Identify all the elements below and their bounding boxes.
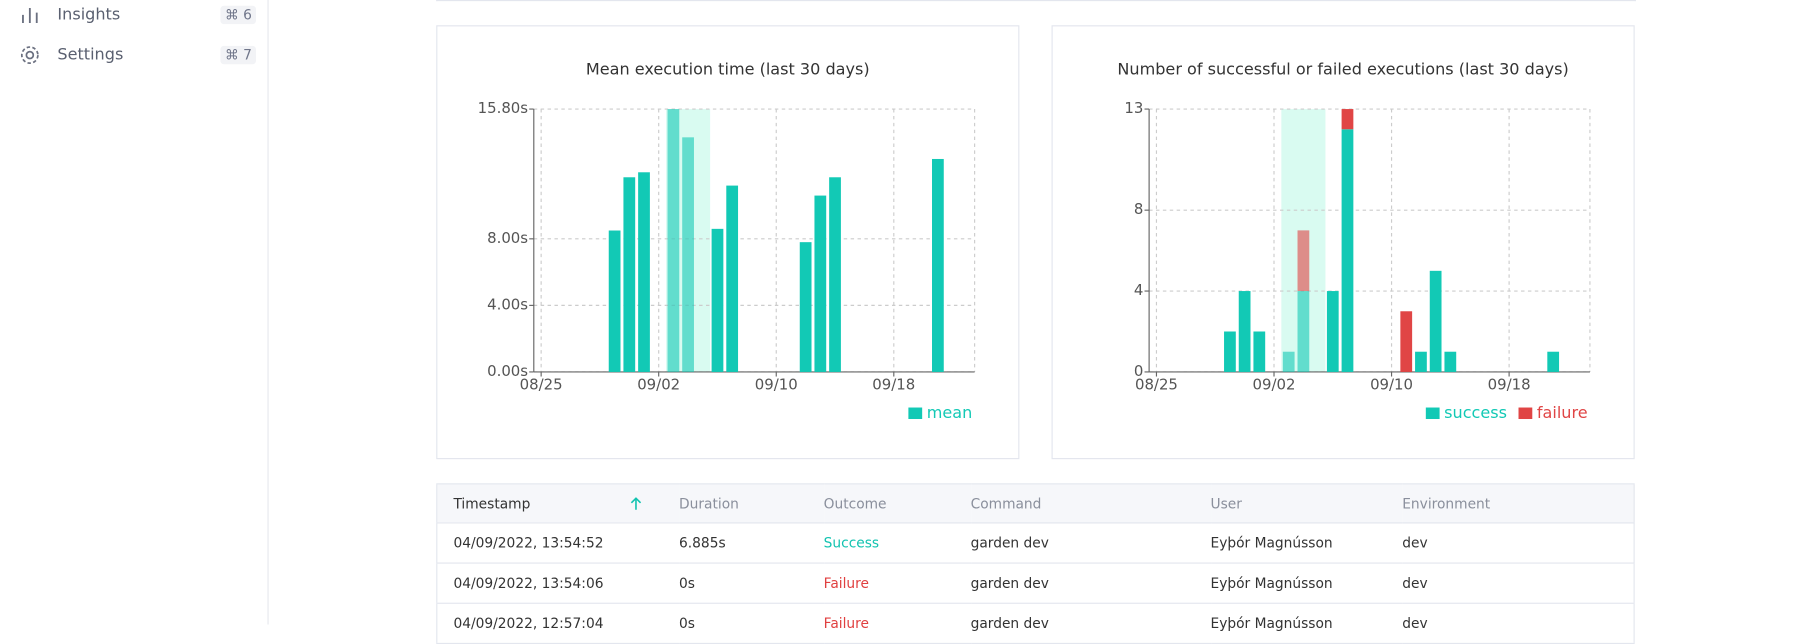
y-tick-label: 0.00s (487, 362, 528, 380)
insights-icon (22, 8, 38, 23)
nav-insights[interactable]: Insights ⌘ 6 (0, 0, 267, 34)
table-cell: Failure (823, 563, 971, 604)
header-row: Timestamp Duration Outcome Command User Envir… (436, 483, 1635, 524)
bar (623, 177, 636, 372)
legend-label: success (1444, 403, 1507, 422)
legend-label: mean (927, 403, 973, 422)
table-cell: Failure (823, 603, 971, 644)
bar (829, 177, 841, 372)
table-cell: 04/09/2022, 13:54:06 (436, 563, 680, 604)
table-cell: Success (823, 522, 971, 564)
column-header: Environment (1402, 483, 1635, 524)
bar (667, 109, 680, 372)
bar (814, 195, 827, 372)
nav-settings[interactable]: Settings ⌘ 7 (0, 40, 267, 74)
table-cell: Eyþór Magnússon (1210, 522, 1403, 564)
column-header: Command (970, 483, 1211, 524)
table-cell: 0s (679, 563, 824, 604)
bar (682, 137, 694, 372)
nav-label: Insights (57, 5, 121, 25)
x-tick-label: 09/18 (872, 376, 915, 394)
bar (1297, 291, 1310, 372)
legend-swatch (1425, 407, 1440, 420)
bar (1400, 311, 1413, 372)
nav-label: Settings (57, 45, 124, 65)
table-cell: garden dev (970, 522, 1211, 564)
x-tick-label: 08/25 (1135, 376, 1178, 394)
page: {"sidebar": {"items": [{"label": "Insigh… (0, 0, 1636, 644)
y-tick-label: 15.80s (478, 99, 529, 117)
bar (638, 172, 650, 372)
chart-panel: Mean execution time (last 30 days) 0.00s 4… (436, 25, 1020, 460)
table-row[interactable]: 04/09/2022, 13:54:06 0s Failure garden dev E… (436, 563, 1635, 604)
table-row[interactable]: 04/09/2022, 13:54:52 6.885s Success garden … (436, 522, 1635, 564)
bar (1341, 129, 1354, 372)
legend-swatch (1518, 407, 1533, 420)
table-cell: dev (1402, 522, 1635, 564)
settings-icon (20, 46, 39, 64)
sidebar: Insights ⌘ 6 Settings ⌘ 7 (0, 0, 269, 625)
table-cell: dev (1402, 563, 1635, 604)
x-tick-label: 09/10 (755, 376, 798, 394)
table-body: 04/09/2022, 13:54:52 6.885s Success garden … (436, 522, 1635, 644)
x-tick-label: 09/10 (1370, 376, 1413, 394)
chart: Mean execution time (last 30 days) 0.00s 4… (478, 60, 976, 422)
chart-title: Mean execution time (last 30 days) (586, 60, 870, 79)
column-header: Outcome (823, 483, 971, 524)
executions-table: Timestamp Duration Outcome Command User Envir… (436, 483, 1635, 644)
bar (1444, 351, 1457, 372)
bar (1341, 109, 1354, 130)
chart-panel: Number of successful or failed execution… (1051, 25, 1635, 460)
y-tick-label: 8.00s (487, 229, 528, 247)
bar (1238, 291, 1251, 372)
shortcut: ⌘ 6 (220, 5, 257, 25)
shortcut: ⌘ 7 (220, 45, 257, 65)
y-tick-label: 4.00s (487, 295, 528, 313)
chart: Number of successful or failed execution… (1117, 60, 1591, 422)
table-cell: garden dev (970, 603, 1211, 644)
bar (1282, 351, 1295, 372)
app: Insights ⌘ 6 Settings ⌘ 7 Mean execution… (0, 0, 1636, 644)
bar (799, 242, 812, 372)
bar (1326, 291, 1339, 372)
table-cell: Eyþór Magnússon (1210, 603, 1403, 644)
table-cell: 04/09/2022, 12:57:04 (436, 603, 680, 644)
y-tick-label: 8 (1134, 200, 1143, 218)
column-header: User (1210, 483, 1403, 524)
bar (1547, 351, 1560, 372)
table-cell: 0s (679, 603, 824, 644)
column-header: Duration (679, 483, 824, 524)
bar (1429, 270, 1442, 372)
y-tick-label: 4 (1134, 281, 1143, 299)
bar (1297, 230, 1310, 292)
bar (1253, 331, 1266, 372)
x-tick-label: 09/02 (637, 376, 680, 394)
sort-icon[interactable] (629, 497, 643, 511)
x-tick-label: 09/02 (1253, 376, 1296, 394)
table-cell: Eyþór Magnússon (1210, 563, 1403, 604)
chart-title: Number of successful or failed execution… (1117, 60, 1568, 79)
table-cell: 04/09/2022, 13:54:52 (436, 522, 680, 564)
y-tick-label: 0 (1134, 362, 1143, 380)
bar (932, 158, 944, 372)
bar (1224, 331, 1236, 372)
table-cell: garden dev (970, 563, 1211, 604)
x-tick-label: 09/18 (1488, 376, 1531, 394)
y-tick-label: 13 (1124, 99, 1143, 117)
bar (711, 228, 724, 372)
bar (608, 230, 621, 372)
column-header[interactable]: Timestamp (436, 483, 680, 524)
x-tick-label: 08/25 (520, 376, 563, 394)
bar (726, 185, 739, 372)
table-cell: 6.885s (679, 522, 824, 564)
legend-label: failure (1537, 403, 1588, 422)
card (436, 0, 1636, 2)
bar (1415, 351, 1427, 372)
table-cell: dev (1402, 603, 1635, 644)
table-row[interactable]: 04/09/2022, 12:57:04 0s Failure garden dev E… (436, 603, 1635, 644)
legend-swatch (908, 407, 923, 420)
